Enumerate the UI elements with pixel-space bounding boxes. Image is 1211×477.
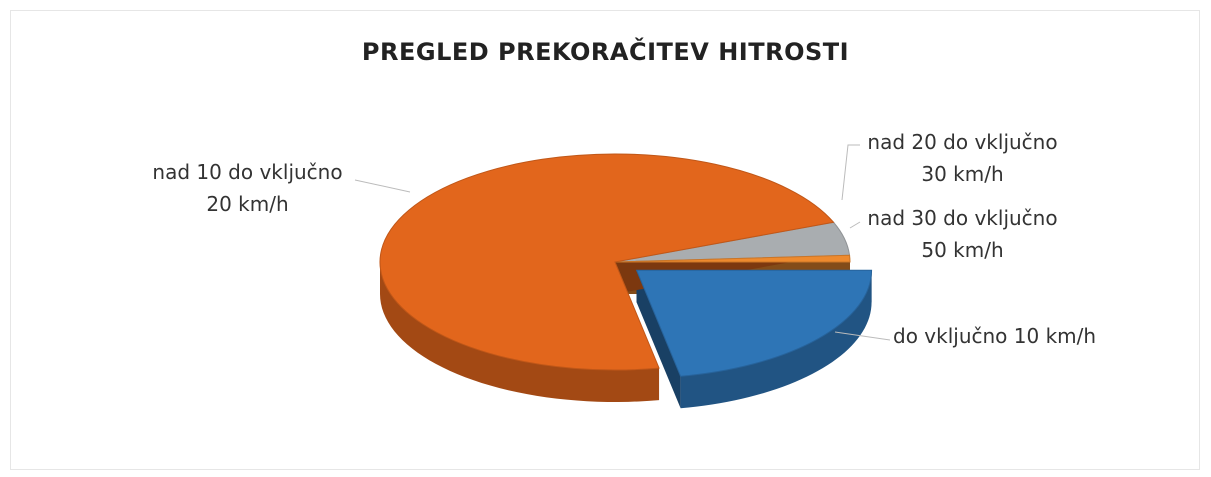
data-label: nad 20 do vključno 30 km/h	[867, 130, 1058, 186]
slice-side	[380, 262, 660, 402]
slice	[379, 153, 835, 371]
chart-title: PREGLED PREKORAČITEV HITROSTI	[361, 38, 850, 66]
slice-wall	[636, 270, 681, 409]
data-label: nad 10 do vključno 20 km/h	[152, 160, 343, 216]
chart-frame	[10, 10, 1200, 470]
slice	[635, 269, 873, 377]
slice-side	[680, 270, 872, 409]
leader-line	[354, 179, 411, 193]
pie	[379, 153, 873, 409]
data-label: nad 30 do vključno 50 km/h	[867, 206, 1058, 262]
leader-line	[834, 331, 891, 341]
leader-line	[841, 144, 860, 201]
leader-line	[849, 221, 861, 229]
leader-lines	[354, 144, 891, 341]
data-label: do vključno 10 km/h	[893, 324, 1097, 348]
slice	[614, 254, 851, 263]
